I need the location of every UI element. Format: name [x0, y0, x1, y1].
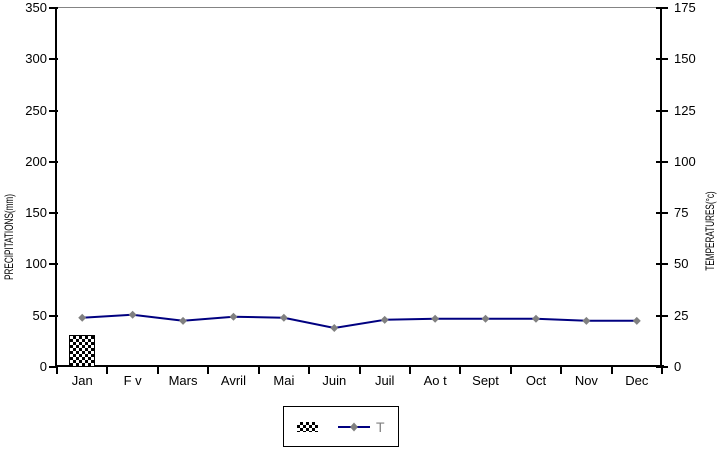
- x-axis-line: [55, 365, 664, 367]
- x-axis-tick: [56, 367, 58, 374]
- temperature-point-marker: [632, 316, 641, 325]
- temperature-point-marker: [78, 313, 87, 322]
- temperature-point-marker: [229, 312, 238, 321]
- left-axis-tick-label: 100: [25, 256, 47, 272]
- x-axis-tick: [358, 367, 361, 374]
- left-axis-tick: [49, 160, 58, 163]
- x-axis-tick: [308, 367, 311, 374]
- left-axis-tick: [49, 366, 58, 368]
- x-axis-label: Mai: [273, 373, 295, 388]
- left-axis-tick: [49, 314, 58, 317]
- left-axis-tick: [49, 109, 58, 112]
- temperature-point-marker: [481, 314, 490, 323]
- right-axis-tick-label: 0: [674, 359, 682, 374]
- temperature-point-marker: [431, 314, 440, 323]
- x-axis-label: Oct: [525, 373, 547, 388]
- temperature-point-marker: [582, 316, 591, 325]
- x-axis-tick: [459, 367, 462, 374]
- right-axis-tick: [656, 212, 668, 215]
- left-axis-tick: [49, 263, 58, 266]
- x-axis-tick: [610, 367, 613, 374]
- temperature-point-marker: [128, 310, 137, 319]
- left-axis-tick-label: 50: [32, 307, 47, 323]
- x-axis-label: Ao t: [423, 373, 447, 388]
- right-axis-tick: [656, 263, 668, 266]
- left-axis-tick-label: 150: [25, 205, 47, 221]
- x-axis-label: Nov: [574, 373, 598, 388]
- right-y-axis-line: [660, 8, 662, 367]
- x-axis-label: Sept: [472, 373, 499, 388]
- right-axis-tick-label: 75: [674, 205, 689, 221]
- x-axis-label: Avril: [220, 373, 246, 388]
- x-axis-tick: [207, 367, 210, 374]
- left-axis-tick: [49, 7, 58, 9]
- temperature-point-marker: [380, 315, 389, 324]
- temperature-point-marker: [330, 324, 339, 333]
- precipitation-bar-jan: [69, 335, 96, 367]
- x-axis-label: Juil: [374, 373, 395, 388]
- x-axis-tick: [106, 367, 109, 374]
- right-axis-title: TEMPERATURES(°c): [703, 191, 717, 271]
- right-axis-tick-label: 175: [674, 0, 696, 15]
- x-axis-tick: [408, 367, 411, 374]
- left-y-axis-line: [55, 8, 57, 367]
- x-axis-tick: [560, 367, 563, 374]
- left-axis-title: PRECIPITATIONS(mm): [2, 194, 16, 280]
- x-axis-tick: [156, 367, 159, 374]
- temperature-line-series: [57, 8, 662, 367]
- temperature-line-svg: [78, 310, 641, 333]
- x-axis-tick: [509, 367, 512, 374]
- left-axis-tick: [49, 212, 58, 215]
- left-axis-tick-label: 0: [39, 359, 47, 374]
- left-axis-tick-label: 200: [25, 153, 47, 169]
- temperature-point-marker: [179, 316, 188, 325]
- legend-temperature-label: T: [376, 418, 385, 435]
- x-axis-label: Mars: [168, 373, 198, 388]
- legend-line-marker-icon: [338, 422, 370, 431]
- right-axis-tick: [656, 7, 668, 9]
- right-axis-tick: [656, 314, 668, 317]
- x-axis-tick: [661, 367, 663, 374]
- right-axis-tick: [656, 109, 668, 112]
- legend-precipitation-swatch: [297, 421, 318, 432]
- right-axis-tick-label: 100: [674, 153, 696, 169]
- right-axis-tick: [656, 58, 668, 61]
- left-axis-tick-label: 250: [25, 102, 47, 118]
- x-axis-label: Dec: [625, 373, 649, 388]
- x-axis-label: Juin: [322, 373, 347, 388]
- legend-temperature-item: T: [338, 420, 385, 434]
- plot-top-border: [57, 7, 662, 8]
- right-axis-tick-label: 125: [674, 102, 696, 118]
- right-axis-tick-label: 50: [674, 256, 689, 272]
- temperature-line: [82, 313, 637, 330]
- right-axis-tick: [656, 160, 668, 163]
- left-axis-tick-label: 350: [25, 0, 47, 15]
- x-axis-label: F v: [123, 373, 142, 388]
- left-axis-tick: [49, 58, 58, 61]
- legend: T: [283, 406, 399, 447]
- temperature-point-marker: [531, 314, 540, 323]
- left-axis-tick-label: 300: [25, 51, 47, 67]
- right-axis-tick-label: 150: [674, 51, 696, 67]
- x-axis-label: Jan: [71, 373, 93, 388]
- x-axis-tick: [257, 367, 260, 374]
- right-axis-tick-label: 25: [674, 307, 689, 323]
- temperature-point-marker: [279, 313, 288, 322]
